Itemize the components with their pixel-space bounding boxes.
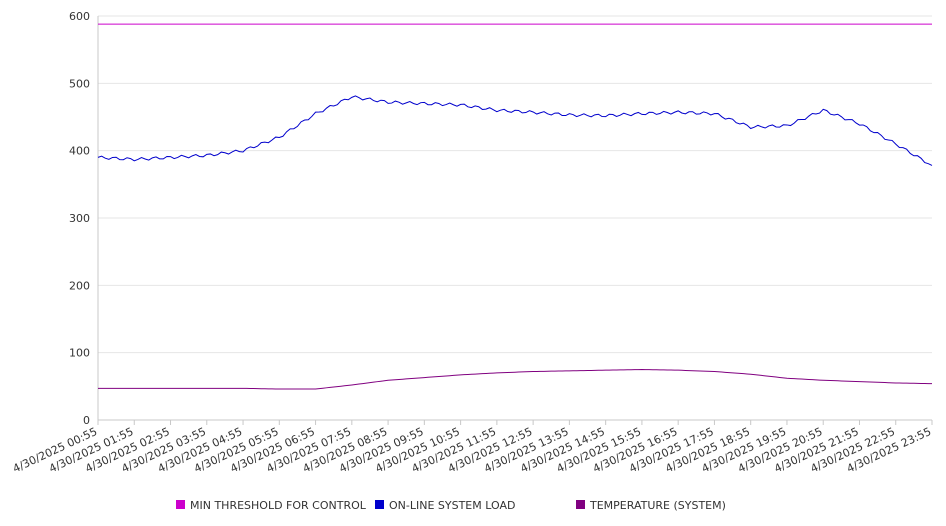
series-line-2 bbox=[98, 368, 933, 390]
legend: MIN THRESHOLD FOR CONTROL ON-LINE SYSTEM … bbox=[176, 499, 726, 512]
y-tick-label: 600 bbox=[69, 10, 90, 23]
series-lines bbox=[97, 23, 933, 390]
legend-label: ON-LINE SYSTEM LOAD bbox=[389, 499, 515, 512]
legend-swatch bbox=[375, 500, 384, 509]
legend-label: TEMPERATURE (SYSTEM) bbox=[589, 499, 726, 512]
y-tick-label: 0 bbox=[83, 414, 90, 427]
x-axis-ticks: 4/30/2025 00:554/30/2025 01:554/30/2025 … bbox=[11, 420, 933, 475]
legend-item: TEMPERATURE (SYSTEM) bbox=[576, 499, 726, 512]
y-axis-ticks: 0 100 200 300 400 500 600 bbox=[69, 10, 90, 427]
gridlines bbox=[98, 15, 932, 354]
legend-swatch bbox=[576, 500, 585, 509]
legend-item: ON-LINE SYSTEM LOAD bbox=[375, 499, 515, 512]
series-line-1 bbox=[97, 95, 933, 166]
axes bbox=[97, 16, 932, 421]
y-tick-label: 300 bbox=[69, 212, 90, 225]
y-tick-label: 400 bbox=[69, 145, 90, 158]
y-tick-label: 200 bbox=[69, 279, 90, 292]
y-tick-label: 500 bbox=[69, 77, 90, 90]
y-tick-label: 100 bbox=[69, 347, 90, 360]
legend-swatch bbox=[176, 500, 185, 509]
legend-label: MIN THRESHOLD FOR CONTROL bbox=[190, 499, 367, 512]
legend-item: MIN THRESHOLD FOR CONTROL bbox=[176, 499, 367, 512]
